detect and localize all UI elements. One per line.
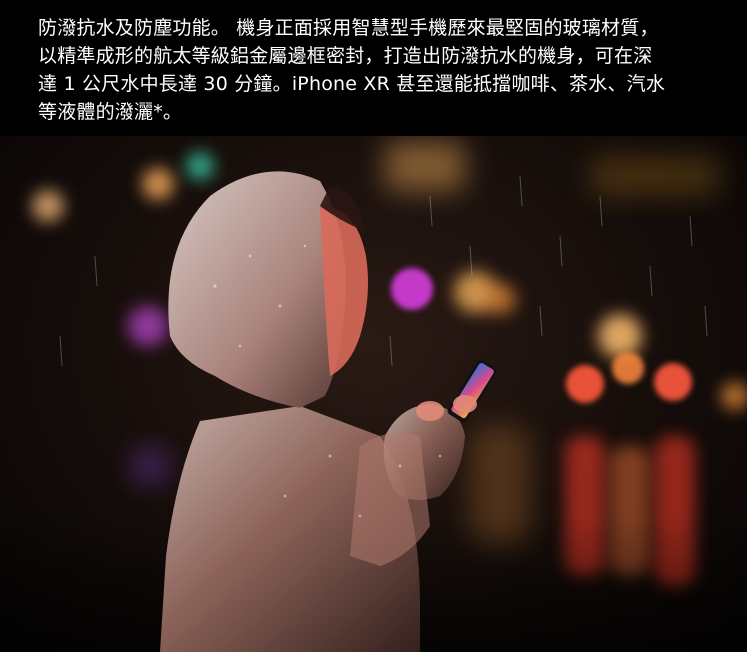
person-silhouette bbox=[160, 171, 465, 652]
caption-line-4: 等液體的潑灑*。 bbox=[38, 101, 183, 123]
photo bbox=[0, 136, 747, 652]
caption-line-3: 達 1 公尺水中長達 30 分鐘。iPhone XR 甚至還能抵擋咖啡、茶水、汽… bbox=[38, 73, 666, 95]
bokeh-lights bbox=[32, 141, 747, 586]
hands bbox=[416, 395, 477, 421]
rain-streaks bbox=[59, 175, 708, 367]
rain-drops-on-coat bbox=[213, 244, 442, 518]
photo-illustration bbox=[0, 141, 747, 652]
caption-line-2: 以精準成形的航太等級鋁金屬邊框密封，打造出防潑抗水的機身，可在深 bbox=[38, 45, 653, 67]
caption-block: 防潑抗水及防塵功能。 機身正面採用智慧型手機歷來最堅固的玻璃材質， 以精準成形的… bbox=[0, 0, 747, 136]
caption-line-1: 防潑抗水及防塵功能。 機身正面採用智慧型手機歷來最堅固的玻璃材質， bbox=[38, 17, 659, 39]
phone bbox=[447, 359, 498, 423]
